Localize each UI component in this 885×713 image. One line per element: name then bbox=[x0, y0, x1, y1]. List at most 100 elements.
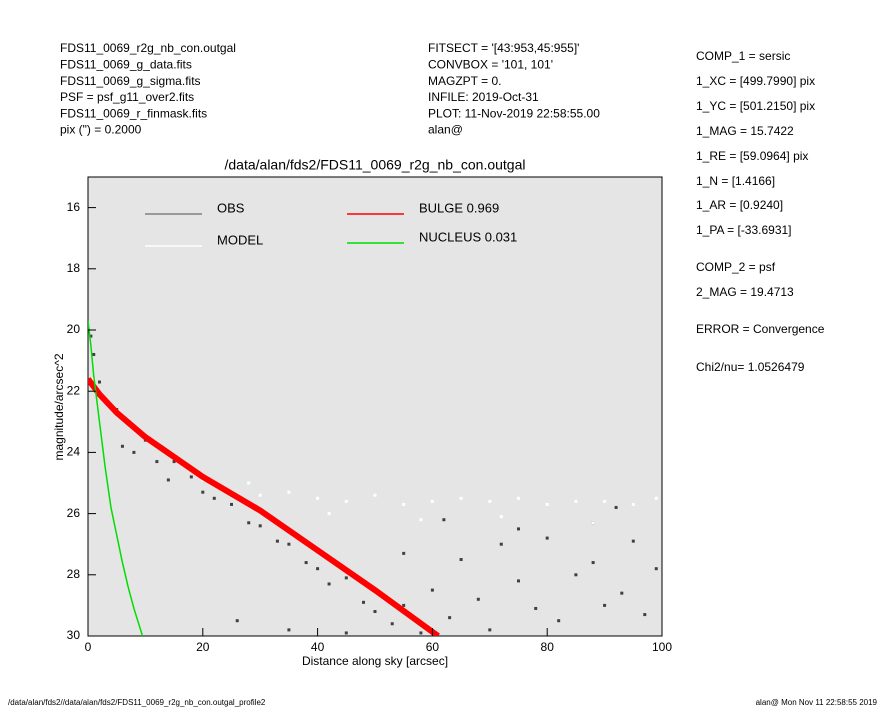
info-text: PLOT: 11-Nov-2019 22:58:55.00 bbox=[428, 106, 600, 120]
info-text: FDS11_0069_g_data.fits bbox=[60, 57, 192, 71]
data-point bbox=[488, 499, 492, 503]
data-point bbox=[327, 582, 331, 586]
data-point bbox=[591, 521, 595, 525]
data-point bbox=[603, 603, 607, 607]
info-text: 1_PA = [-33.6931] bbox=[696, 223, 792, 237]
info-text: COMP_2 = psf bbox=[696, 260, 776, 274]
data-point bbox=[591, 561, 595, 565]
info-text: INFILE: 2019-Oct-31 bbox=[428, 90, 539, 104]
data-point bbox=[574, 573, 578, 577]
data-point bbox=[390, 622, 394, 626]
data-point bbox=[534, 606, 538, 610]
data-point bbox=[419, 631, 423, 635]
data-point bbox=[476, 597, 480, 601]
data-point bbox=[499, 515, 503, 519]
info-text: 1_YC = [501.2150] pix bbox=[696, 99, 815, 113]
data-point bbox=[166, 478, 170, 482]
data-point bbox=[97, 380, 101, 384]
data-point bbox=[247, 481, 251, 485]
info-text: 1_XC = [499.7990] pix bbox=[696, 74, 815, 88]
info-text: pix (") = 0.2000 bbox=[60, 123, 142, 137]
data-point bbox=[430, 499, 434, 503]
x-tick-label: 80 bbox=[541, 640, 555, 654]
info-text: 1_AR = [0.9240] bbox=[696, 198, 783, 212]
x-tick-label: 60 bbox=[426, 640, 440, 654]
data-point bbox=[120, 444, 124, 448]
data-point bbox=[517, 579, 520, 583]
info-text: MAGZPT = 0. bbox=[428, 74, 501, 88]
data-point bbox=[545, 502, 549, 506]
data-point bbox=[557, 619, 561, 623]
x-axis-label: Distance along sky [arcsec] bbox=[302, 654, 448, 668]
data-point bbox=[344, 499, 348, 503]
data-point bbox=[287, 628, 291, 632]
x-tick-label: 40 bbox=[311, 640, 325, 654]
data-point bbox=[419, 518, 423, 522]
y-tick-label: 26 bbox=[67, 506, 81, 520]
data-point bbox=[155, 460, 159, 464]
data-point bbox=[620, 591, 624, 595]
y-axis-label: magnitude/arcsec^2 bbox=[52, 353, 66, 460]
data-point bbox=[459, 558, 463, 561]
info-text: FDS11_0069_g_sigma.fits bbox=[60, 74, 201, 88]
data-point bbox=[442, 518, 446, 522]
data-point bbox=[373, 493, 377, 497]
y-tick-label: 24 bbox=[67, 445, 81, 459]
legend-label: NUCLEUS 0.031 bbox=[419, 229, 517, 244]
info-text: FDS11_0069_r2g_nb_con.outgal bbox=[60, 41, 236, 55]
y-tick-label: 16 bbox=[67, 200, 81, 214]
data-point bbox=[643, 613, 647, 617]
legend-label: OBS bbox=[217, 200, 245, 215]
info-text: 1_N = [1.4166] bbox=[696, 174, 775, 188]
chart-title: /data/alan/fds2/FDS11_0069_r2g_nb_con.ou… bbox=[225, 157, 526, 173]
data-point bbox=[402, 603, 406, 607]
data-point bbox=[402, 502, 406, 506]
data-point bbox=[614, 505, 618, 509]
data-point bbox=[212, 496, 216, 500]
y-tick-label: 20 bbox=[67, 322, 81, 336]
data-point bbox=[258, 493, 262, 497]
data-point bbox=[459, 496, 463, 500]
data-point bbox=[132, 450, 136, 454]
legend-label: MODEL bbox=[217, 232, 263, 247]
x-tick-label: 20 bbox=[196, 640, 210, 654]
data-point bbox=[92, 352, 96, 356]
data-point bbox=[316, 567, 320, 571]
legend-label: BULGE 0.969 bbox=[419, 200, 499, 215]
data-point bbox=[247, 521, 251, 525]
info-text: CONVBOX = '101, 101' bbox=[428, 57, 553, 71]
info-text: alan@ bbox=[428, 123, 463, 137]
data-point bbox=[499, 542, 503, 546]
y-tick-label: 18 bbox=[67, 261, 81, 275]
data-point bbox=[517, 527, 520, 531]
y-tick-label: 22 bbox=[67, 383, 81, 397]
data-point bbox=[172, 460, 176, 464]
data-point bbox=[287, 490, 291, 494]
info-text: ERROR = Convergence bbox=[696, 322, 825, 336]
data-point bbox=[654, 567, 658, 571]
data-point bbox=[362, 600, 366, 604]
data-point bbox=[344, 576, 348, 580]
data-point bbox=[258, 524, 262, 528]
info-text: PSF = psf_g11_over2.fits bbox=[60, 90, 194, 104]
info-text: 1_MAG = 15.7422 bbox=[696, 124, 794, 138]
y-tick-label: 30 bbox=[67, 628, 81, 642]
series-line bbox=[88, 320, 144, 636]
x-tick-label: 100 bbox=[652, 640, 672, 654]
data-point bbox=[603, 499, 607, 503]
footer-right: alan@ Mon Nov 11 22:58:55 2019 bbox=[756, 698, 878, 707]
data-point bbox=[654, 496, 658, 500]
data-point bbox=[327, 512, 331, 516]
data-point bbox=[488, 628, 492, 632]
data-point bbox=[316, 496, 320, 500]
info-text: 1_RE = [59.0964] pix bbox=[696, 149, 808, 163]
info-text: COMP_1 = sersic bbox=[696, 49, 790, 63]
data-point bbox=[448, 616, 452, 620]
plot-area bbox=[87, 176, 663, 637]
data-point bbox=[344, 631, 348, 635]
data-point bbox=[304, 561, 308, 565]
data-point bbox=[574, 499, 578, 503]
series-line bbox=[88, 377, 440, 636]
data-point bbox=[517, 496, 520, 500]
